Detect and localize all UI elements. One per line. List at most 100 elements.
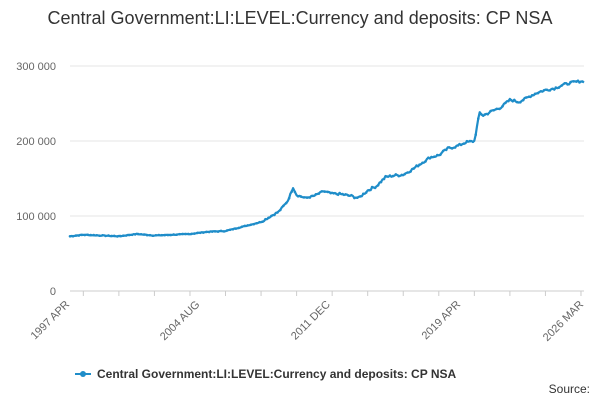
data-point[interactable] xyxy=(575,80,578,83)
data-point[interactable] xyxy=(166,233,170,237)
data-point[interactable] xyxy=(299,195,303,198)
data-point[interactable] xyxy=(548,89,552,92)
data-point[interactable] xyxy=(492,109,495,112)
data-point[interactable] xyxy=(424,160,427,163)
data-point[interactable] xyxy=(412,167,415,170)
data-point[interactable] xyxy=(436,153,439,157)
data-point[interactable] xyxy=(71,234,75,238)
data-point[interactable] xyxy=(202,231,205,234)
data-point[interactable] xyxy=(388,174,392,177)
data-point[interactable] xyxy=(287,197,291,200)
data-point[interactable] xyxy=(302,196,306,199)
data-point[interactable] xyxy=(453,146,457,149)
data-point[interactable] xyxy=(74,234,78,237)
data-point[interactable] xyxy=(104,234,107,238)
data-point[interactable] xyxy=(418,163,421,166)
data-point[interactable] xyxy=(362,192,365,196)
data-point[interactable] xyxy=(521,98,525,102)
data-point[interactable] xyxy=(373,186,377,190)
data-point[interactable] xyxy=(519,101,522,104)
data-point[interactable] xyxy=(533,92,537,96)
data-point[interactable] xyxy=(249,223,252,227)
data-point[interactable] xyxy=(163,233,167,237)
data-point[interactable] xyxy=(130,233,134,237)
data-point[interactable] xyxy=(350,193,353,197)
data-point[interactable] xyxy=(344,193,347,196)
data-point[interactable] xyxy=(459,143,463,147)
data-point[interactable] xyxy=(557,86,561,89)
data-point[interactable] xyxy=(142,233,146,236)
data-point[interactable] xyxy=(421,161,424,165)
data-point[interactable] xyxy=(578,81,581,84)
data-point[interactable] xyxy=(199,231,202,235)
data-point[interactable] xyxy=(563,82,566,85)
data-point[interactable] xyxy=(314,193,318,196)
data-point[interactable] xyxy=(507,99,510,103)
data-point[interactable] xyxy=(474,133,478,137)
data-point[interactable] xyxy=(486,112,490,116)
data-point[interactable] xyxy=(116,235,119,238)
data-point[interactable] xyxy=(311,194,315,198)
data-point[interactable] xyxy=(524,96,528,99)
data-point[interactable] xyxy=(252,222,255,226)
data-point[interactable] xyxy=(480,113,483,116)
data-point[interactable] xyxy=(127,233,131,237)
data-point[interactable] xyxy=(205,230,208,234)
data-point[interactable] xyxy=(139,233,143,236)
data-point[interactable] xyxy=(465,139,469,143)
data-point[interactable] xyxy=(483,113,487,116)
data-point[interactable] xyxy=(148,233,152,237)
data-point[interactable] xyxy=(136,232,140,236)
data-point[interactable] xyxy=(332,192,335,195)
data-point[interactable] xyxy=(379,180,383,184)
data-point[interactable] xyxy=(110,234,113,238)
data-point[interactable] xyxy=(326,190,330,194)
data-point[interactable] xyxy=(356,196,359,199)
data-point[interactable] xyxy=(450,147,454,150)
data-point[interactable] xyxy=(433,155,436,158)
data-point[interactable] xyxy=(341,192,344,196)
data-point[interactable] xyxy=(80,233,84,237)
data-point[interactable] xyxy=(471,140,475,144)
data-point[interactable] xyxy=(92,233,95,237)
data-point[interactable] xyxy=(145,233,149,237)
data-point[interactable] xyxy=(409,170,413,173)
data-point[interactable] xyxy=(566,83,569,86)
data-point[interactable] xyxy=(391,174,395,178)
data-point[interactable] xyxy=(225,229,229,232)
data-point[interactable] xyxy=(160,233,164,237)
data-point[interactable] xyxy=(551,87,555,91)
data-point[interactable] xyxy=(329,191,333,195)
data-point[interactable] xyxy=(113,234,116,238)
data-point[interactable] xyxy=(270,214,273,218)
data-point[interactable] xyxy=(222,230,226,233)
data-point[interactable] xyxy=(273,213,276,217)
data-point[interactable] xyxy=(400,173,404,177)
data-point[interactable] xyxy=(462,142,466,145)
data-point[interactable] xyxy=(305,196,309,199)
data-point[interactable] xyxy=(193,232,196,235)
data-point[interactable] xyxy=(554,86,558,89)
data-point[interactable] xyxy=(347,194,350,197)
data-point[interactable] xyxy=(228,228,232,232)
data-point[interactable] xyxy=(264,217,267,221)
data-point[interactable] xyxy=(293,190,297,194)
data-point[interactable] xyxy=(261,220,264,223)
data-point[interactable] xyxy=(477,117,480,120)
data-point[interactable] xyxy=(335,192,338,196)
data-point[interactable] xyxy=(101,234,104,237)
data-point[interactable] xyxy=(539,90,543,93)
data-point[interactable] xyxy=(119,234,122,238)
data-point[interactable] xyxy=(178,232,181,236)
data-point[interactable] xyxy=(86,233,90,237)
data-point[interactable] xyxy=(243,224,247,228)
data-point[interactable] xyxy=(175,233,178,236)
data-point[interactable] xyxy=(385,175,389,178)
data-point[interactable] xyxy=(190,232,193,236)
data-point[interactable] xyxy=(210,230,214,233)
data-point[interactable] xyxy=(495,107,498,111)
data-point[interactable] xyxy=(415,164,418,167)
data-point[interactable] xyxy=(151,234,155,237)
data-point[interactable] xyxy=(513,98,516,102)
data-point[interactable] xyxy=(169,233,172,237)
